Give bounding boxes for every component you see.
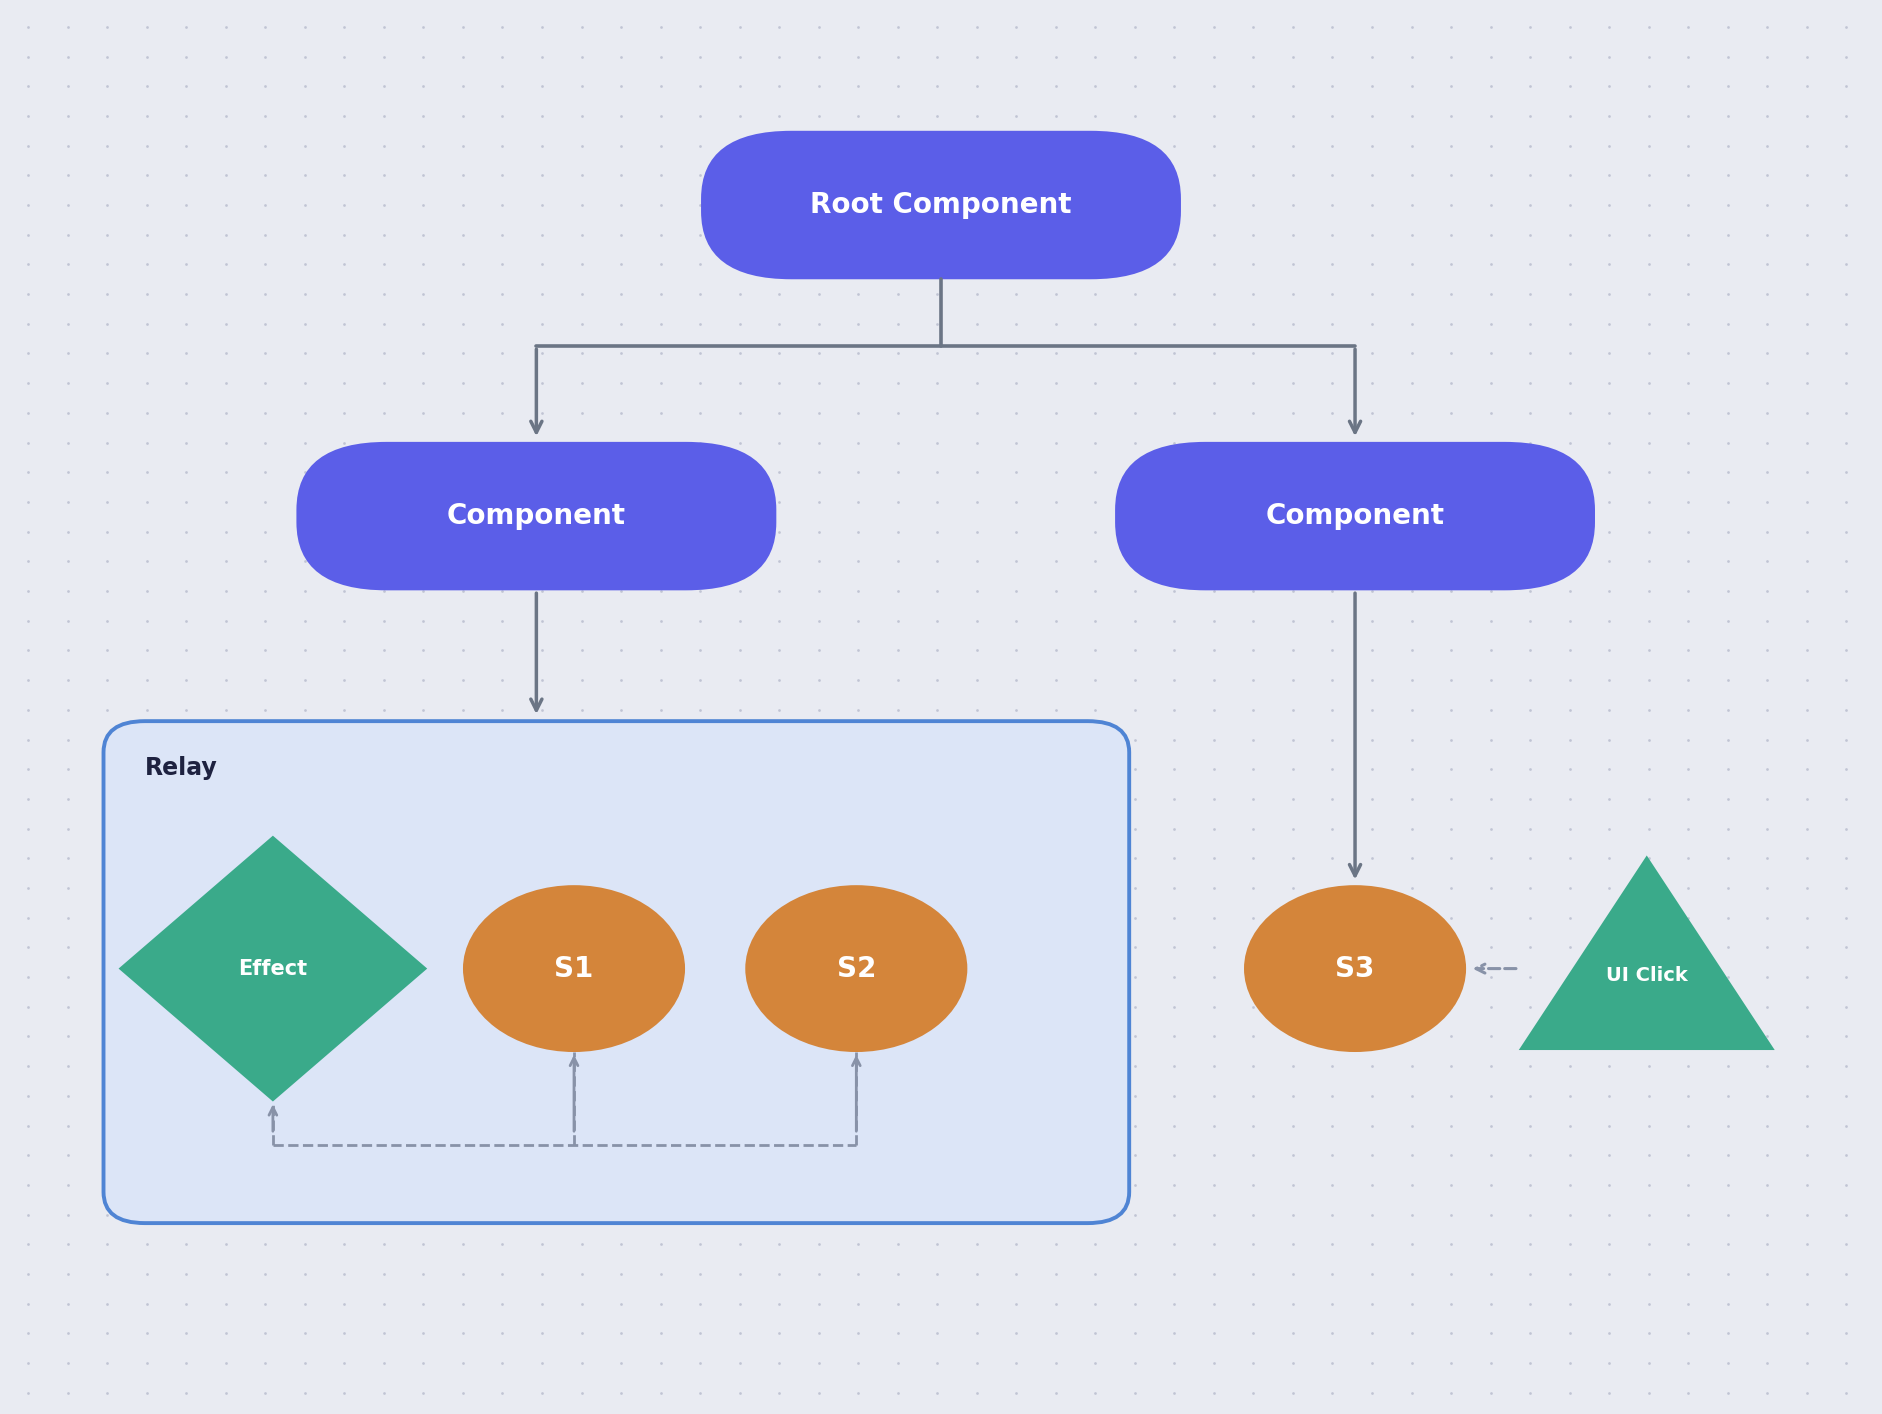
Text: Effect: Effect <box>239 959 307 978</box>
Polygon shape <box>1519 855 1775 1051</box>
Text: S1: S1 <box>555 954 593 983</box>
FancyBboxPatch shape <box>295 441 775 591</box>
Text: S3: S3 <box>1336 954 1374 983</box>
Ellipse shape <box>745 885 967 1052</box>
FancyBboxPatch shape <box>700 132 1182 280</box>
Ellipse shape <box>1244 885 1466 1052</box>
FancyBboxPatch shape <box>1114 441 1596 591</box>
Polygon shape <box>119 836 427 1102</box>
Text: S2: S2 <box>837 954 875 983</box>
Text: UI Click: UI Click <box>1605 966 1688 986</box>
Text: Root Component: Root Component <box>811 191 1071 219</box>
Text: Component: Component <box>1265 502 1445 530</box>
Text: Component: Component <box>446 502 627 530</box>
FancyBboxPatch shape <box>104 721 1129 1223</box>
Ellipse shape <box>463 885 685 1052</box>
Text: Relay: Relay <box>145 756 218 781</box>
